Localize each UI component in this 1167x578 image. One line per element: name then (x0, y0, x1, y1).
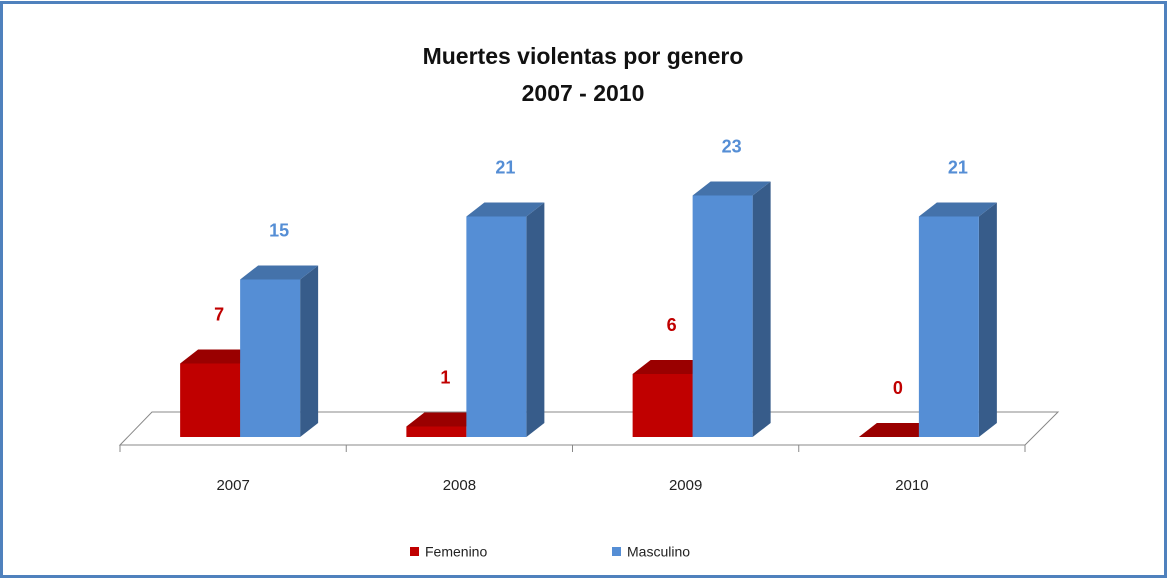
x-tick-label: 2007 (216, 477, 249, 494)
legend-label: Masculino (627, 544, 690, 560)
bar-side (752, 181, 771, 437)
legend-swatch (410, 547, 419, 556)
bar (632, 374, 693, 437)
bar (240, 279, 301, 437)
legend-swatch (612, 547, 621, 556)
chart-subtitle: 2007 - 2010 (522, 80, 645, 106)
x-tick-label: 2010 (895, 477, 928, 494)
x-tick-label: 2008 (443, 477, 476, 494)
data-label: 21 (948, 157, 968, 177)
bar (918, 216, 979, 437)
data-label: 7 (214, 304, 224, 324)
bar-top (858, 423, 937, 437)
bar-side (300, 265, 319, 437)
bar-side (978, 202, 997, 437)
data-label: 1 (440, 367, 450, 387)
bar (692, 195, 753, 437)
bar (180, 363, 241, 437)
data-label: 0 (893, 378, 903, 398)
data-label: 6 (667, 315, 677, 335)
bar (406, 426, 467, 437)
data-label: 21 (495, 157, 515, 177)
legend-label: Femenino (425, 544, 487, 560)
bar-top (180, 349, 259, 364)
bar-top (466, 202, 545, 217)
bar-top (406, 412, 485, 427)
floor (118, 411, 1060, 446)
bar (466, 216, 527, 437)
bar-top (632, 360, 711, 374)
bar-top (240, 265, 319, 280)
bar-top (692, 181, 771, 196)
bar-side (526, 202, 545, 437)
chart-title: Muertes violentas por genero (423, 43, 744, 69)
data-label: 23 (722, 136, 742, 156)
data-label: 15 (269, 220, 289, 240)
x-tick-label: 2009 (669, 477, 702, 494)
bar-top (918, 202, 997, 217)
